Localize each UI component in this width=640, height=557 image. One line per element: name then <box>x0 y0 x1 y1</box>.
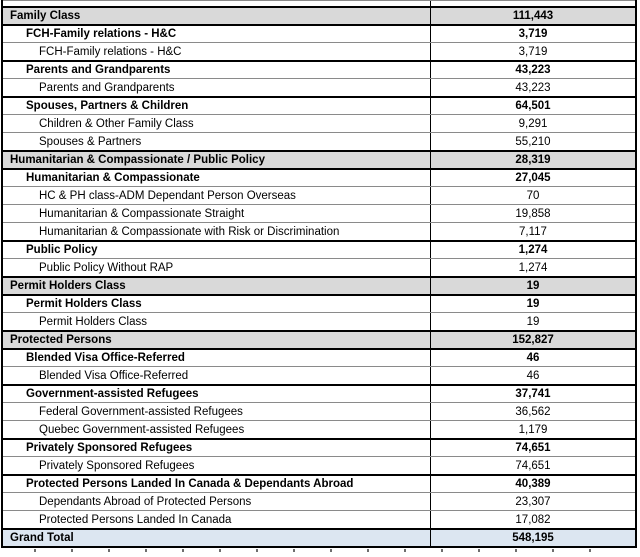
row-value: 19 <box>430 278 635 294</box>
table-row: Privately Sponsored Refugees 74,651 <box>3 456 635 474</box>
row-label: Protected Persons Landed In Canada <box>39 513 232 526</box>
row-value: 28,319 <box>430 152 635 168</box>
row-label: Protected Persons <box>10 334 112 346</box>
row-value: 1,274 <box>430 242 635 258</box>
row-label: Protected Persons Landed In Canada & Dep… <box>26 478 354 490</box>
row-value: 36,562 <box>430 403 635 420</box>
row-label: Humanitarian & Compassionate / Public Po… <box>10 154 265 166</box>
table-row: Humanitarian & Compassionate 27,045 <box>3 168 635 186</box>
table-row: FCH-Family relations - H&C 3,719 <box>3 24 635 42</box>
row-label: Family Class <box>10 10 81 22</box>
clipped-row-label <box>3 1 430 6</box>
row-label: FCH-Family relations - H&C <box>26 28 177 40</box>
row-value: 19,858 <box>430 205 635 222</box>
table-row: Spouses, Partners & Children 64,501 <box>3 96 635 114</box>
row-label: Blended Visa Office-Referred <box>26 352 185 364</box>
row-label: Grand Total <box>10 532 74 544</box>
table-row: Grand Total 548,195 <box>3 528 635 546</box>
table-row: Parents and Grandparents 43,223 <box>3 78 635 96</box>
table-rows: Family Class 111,443 FCH-Family relations … <box>3 6 635 546</box>
table-row: Humanitarian & Compassionate / Public Po… <box>3 150 635 168</box>
row-label: Dependants Abroad of Protected Persons <box>39 495 252 508</box>
row-value: 3,719 <box>430 43 635 60</box>
table-row: Permit Holders Class 19 <box>3 312 635 330</box>
row-label: Quebec Government-assisted Refugees <box>39 423 245 436</box>
table-row: Children & Other Family Class 9,291 <box>3 114 635 132</box>
row-value: 74,651 <box>430 457 635 474</box>
table-row: Permit Holders Class 19 <box>3 276 635 294</box>
table-row: Humanitarian & Compassionate Straight 19,… <box>3 204 635 222</box>
immigration-category-table: Family Class 111,443 FCH-Family relations … <box>1 0 637 548</box>
row-label: Blended Visa Office-Referred <box>39 369 189 382</box>
row-value: 17,082 <box>430 511 635 528</box>
table-row: Quebec Government-assisted Refugees 1,179 <box>3 420 635 438</box>
row-label: FCH-Family relations - H&C <box>39 45 182 58</box>
row-label: Spouses & Partners <box>39 135 142 148</box>
table-row: HC & PH class-ADM Dependant Person Overs… <box>3 186 635 204</box>
row-label: Public Policy <box>26 244 98 256</box>
clipped-row-top <box>3 0 635 6</box>
row-label: Permit Holders Class <box>10 280 126 292</box>
table-row: Blended Visa Office-Referred 46 <box>3 366 635 384</box>
row-label: HC & PH class-ADM Dependant Person Overs… <box>39 189 296 202</box>
table-row: Dependants Abroad of Protected Persons 23… <box>3 492 635 510</box>
row-value: 19 <box>430 313 635 330</box>
row-label: Permit Holders Class <box>26 298 142 310</box>
table-row: Public Policy Without RAP 1,274 <box>3 258 635 276</box>
table-row: Family Class 111,443 <box>3 6 635 24</box>
row-value: 9,291 <box>430 115 635 132</box>
row-value: 70 <box>430 187 635 204</box>
table-row: Protected Persons 152,827 <box>3 330 635 348</box>
row-value: 37,741 <box>430 386 635 402</box>
table-row: Permit Holders Class 19 <box>3 294 635 312</box>
table-row: Government-assisted Refugees 37,741 <box>3 384 635 402</box>
table-row: Public Policy 1,274 <box>3 240 635 258</box>
table-row: Protected Persons Landed In Canada 17,082 <box>3 510 635 528</box>
row-value: 40,389 <box>430 476 635 492</box>
clipped-footnote <box>0 548 640 557</box>
row-label: Parents and Grandparents <box>39 81 175 94</box>
row-label: Humanitarian & Compassionate <box>26 172 200 184</box>
row-label: Children & Other Family Class <box>39 117 194 130</box>
row-value: 46 <box>430 350 635 366</box>
row-label: Spouses, Partners & Children <box>26 100 189 112</box>
row-value: 19 <box>430 296 635 312</box>
row-value: 43,223 <box>430 79 635 96</box>
row-value: 3,719 <box>430 26 635 42</box>
row-value: 23,307 <box>430 493 635 510</box>
clipped-row-value <box>430 1 635 6</box>
row-label: Government-assisted Refugees <box>26 388 199 400</box>
row-label: Humanitarian & Compassionate Straight <box>39 207 245 220</box>
row-value: 27,045 <box>430 170 635 186</box>
clipped-footnote-text-tops <box>34 549 600 552</box>
table-row: Protected Persons Landed In Canada & Dep… <box>3 474 635 492</box>
table-row: FCH-Family relations - H&C 3,719 <box>3 42 635 60</box>
row-label: Parents and Grandparents <box>26 64 171 76</box>
table-row: Spouses & Partners 55,210 <box>3 132 635 150</box>
row-value: 111,443 <box>430 8 635 24</box>
row-label: Privately Sponsored Refugees <box>39 459 195 472</box>
row-value: 1,274 <box>430 259 635 276</box>
row-value: 43,223 <box>430 62 635 78</box>
row-value: 64,501 <box>430 98 635 114</box>
row-label: Permit Holders Class <box>39 315 147 328</box>
row-value: 548,195 <box>430 530 635 546</box>
table-row: Privately Sponsored Refugees 74,651 <box>3 438 635 456</box>
row-value: 55,210 <box>430 133 635 150</box>
row-label: Privately Sponsored Refugees <box>26 442 193 454</box>
row-value: 74,651 <box>430 440 635 456</box>
table-row: Parents and Grandparents 43,223 <box>3 60 635 78</box>
row-value: 152,827 <box>430 332 635 348</box>
row-value: 1,179 <box>430 421 635 438</box>
row-label: Federal Government-assisted Refugees <box>39 405 243 418</box>
row-value: 7,117 <box>430 223 635 240</box>
table-row: Federal Government-assisted Refugees 36,5… <box>3 402 635 420</box>
row-value: 46 <box>430 367 635 384</box>
table-row: Humanitarian & Compassionate with Risk o… <box>3 222 635 240</box>
row-label: Humanitarian & Compassionate with Risk o… <box>39 225 340 238</box>
row-label: Public Policy Without RAP <box>39 261 174 274</box>
table-row: Blended Visa Office-Referred 46 <box>3 348 635 366</box>
